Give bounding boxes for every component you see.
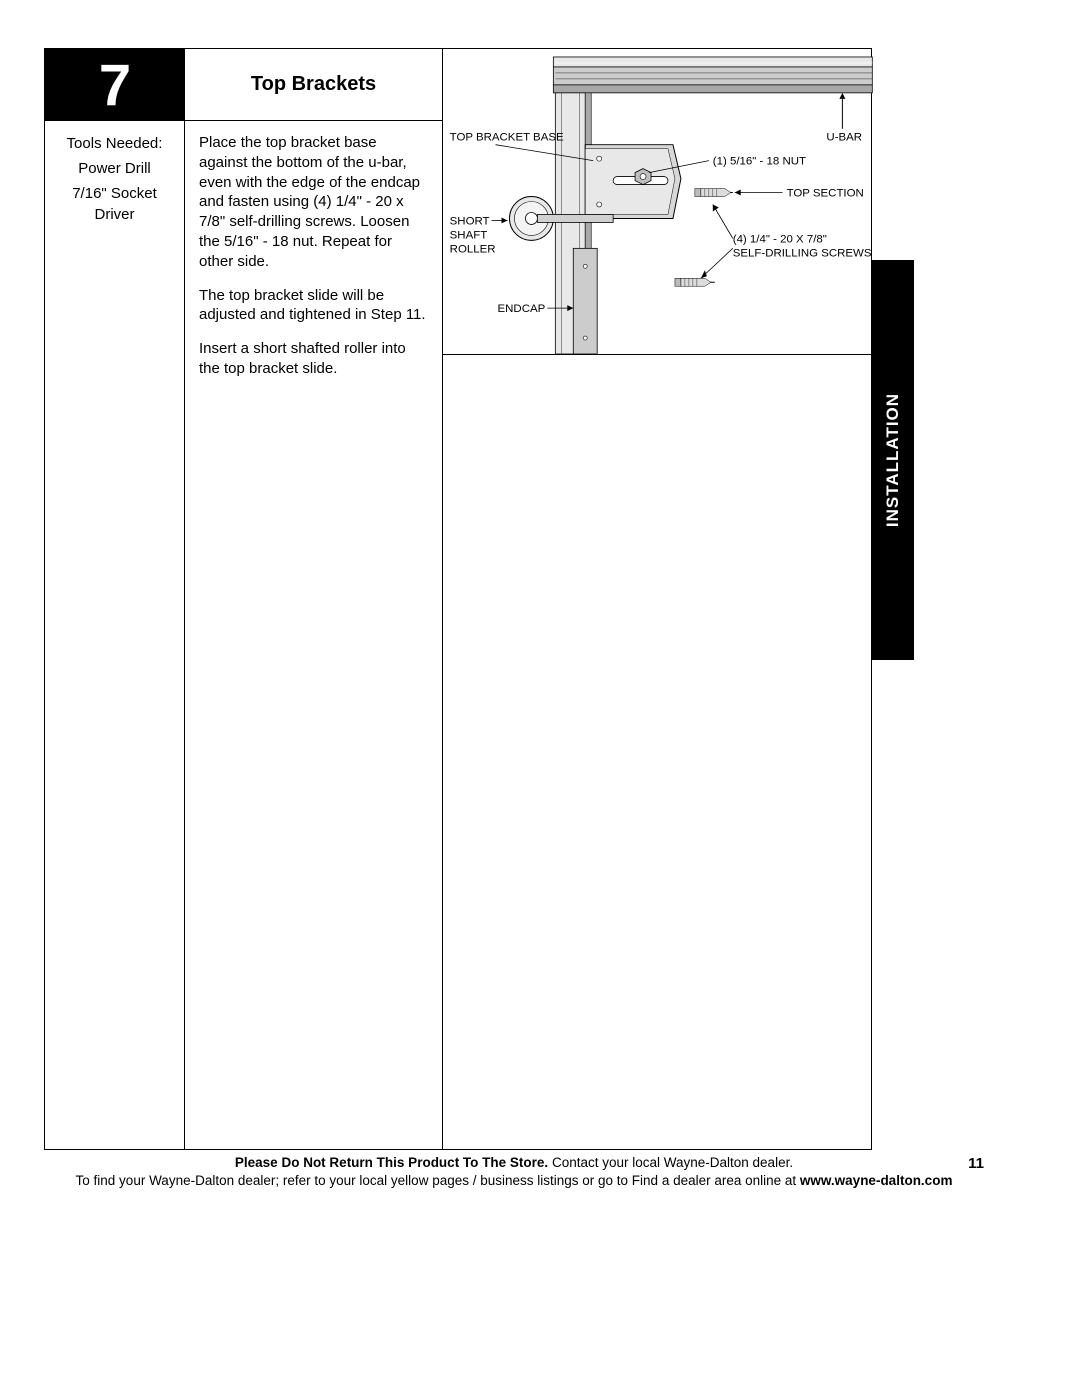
- label-screws-line1: (4) 1/4" - 20 X 7/8": [733, 233, 827, 245]
- top-bracket-diagram: U-BAR: [443, 49, 873, 354]
- screw-icon: [675, 278, 715, 286]
- tools-heading: Tools Needed:: [53, 133, 176, 154]
- label-endcap: ENDCAP: [498, 303, 546, 315]
- section-tab-label: INSTALLATION: [883, 393, 903, 527]
- label-screws-line2: SELF-DRILLING SCREWS: [733, 247, 872, 259]
- footer-line-2: To find your Wayne-Dalton dealer; refer …: [44, 1172, 984, 1190]
- instructions-column: Place the top bracket base against the b…: [185, 121, 443, 1149]
- footer-bold: Please Do Not Return This Product To The…: [235, 1155, 548, 1170]
- page-number: 11: [968, 1154, 984, 1174]
- label-top-section: TOP SECTION: [787, 188, 864, 200]
- instruction-paragraph: Insert a short shafted roller into the t…: [199, 339, 428, 379]
- label-shaft: SHAFT: [450, 229, 488, 241]
- label-short: SHORT: [450, 215, 490, 227]
- footer-text: To find your Wayne-Dalton dealer; refer …: [76, 1173, 800, 1188]
- page-frame: 7 Top Brackets Tools Needed: Power Drill…: [44, 48, 872, 1150]
- footer: Please Do Not Return This Product To The…: [44, 1154, 984, 1190]
- tools-column: Tools Needed: Power Drill 7/16" Socket D…: [45, 121, 185, 1149]
- diagram: U-BAR: [443, 49, 873, 355]
- screw-icon: [695, 189, 733, 197]
- label-nut: (1) 5/16" - 18 NUT: [713, 156, 806, 168]
- label-u-bar: U-BAR: [826, 132, 862, 144]
- footer-url: www.wayne-dalton.com: [800, 1173, 953, 1188]
- label-top-bracket-base: TOP BRACKET BASE: [450, 132, 564, 144]
- step-title-box: Top Brackets: [185, 49, 443, 121]
- label-roller: ROLLER: [450, 243, 496, 255]
- instruction-paragraph: The top bracket slide will be adjusted a…: [199, 286, 428, 326]
- tool-item: Power Drill: [53, 158, 176, 179]
- step-number-box: 7: [45, 49, 185, 121]
- step-number: 7: [99, 52, 131, 119]
- tool-item: 7/16" Socket Driver: [53, 183, 176, 225]
- footer-rest: Contact your local Wayne-Dalton dealer.: [548, 1155, 793, 1170]
- footer-line-1: Please Do Not Return This Product To The…: [44, 1154, 984, 1172]
- step-title: Top Brackets: [251, 73, 376, 96]
- instruction-paragraph: Place the top bracket base against the b…: [199, 133, 428, 272]
- section-tab: INSTALLATION: [872, 260, 914, 660]
